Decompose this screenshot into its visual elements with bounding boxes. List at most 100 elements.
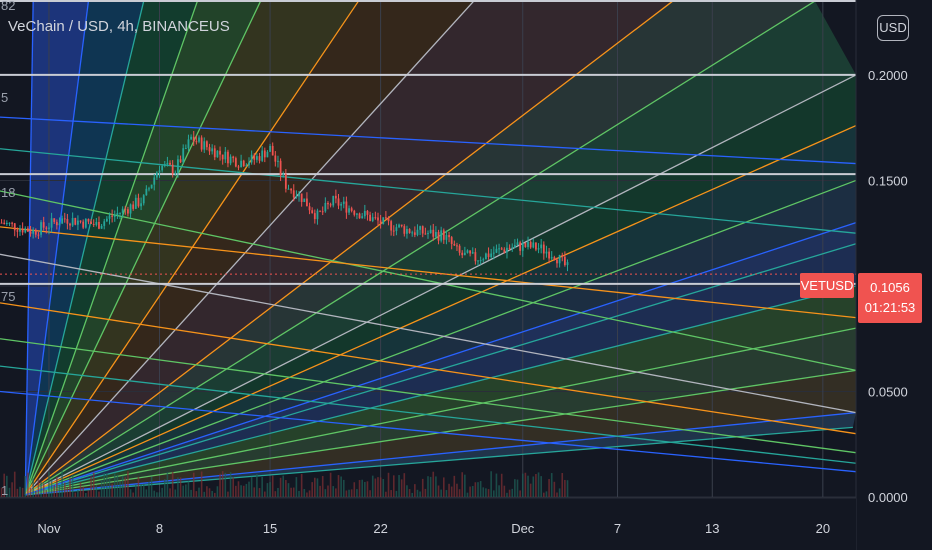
time-tick-label: Nov — [37, 521, 61, 536]
volume-bar — [332, 486, 335, 497]
candle-body — [5, 222, 8, 225]
volume-bar — [264, 491, 266, 497]
volume-bar — [256, 473, 258, 497]
volume-bar — [395, 490, 398, 497]
time-tick-label: 7 — [614, 521, 621, 536]
candle-body — [258, 156, 261, 161]
candle-body — [469, 250, 472, 254]
candle-body — [303, 198, 306, 202]
candle-body — [353, 210, 356, 215]
volume-bar — [261, 476, 263, 497]
volume-bar — [108, 478, 111, 497]
volume-bar — [516, 479, 519, 497]
candle-body — [453, 243, 456, 246]
volume-bar — [79, 482, 82, 497]
candle-body — [471, 252, 474, 254]
currency-button[interactable]: USD — [877, 15, 909, 41]
fan-ray — [0, 338, 857, 454]
candle-body — [292, 190, 295, 198]
candle-body — [187, 139, 190, 149]
volume-bar — [185, 484, 187, 497]
volume-bar — [198, 487, 200, 497]
volume-bar — [119, 480, 121, 497]
candle-body — [205, 141, 208, 148]
candle-body — [82, 221, 85, 228]
candle-body — [482, 259, 485, 261]
candle-body — [74, 217, 77, 225]
volume-bar — [553, 481, 556, 497]
candle-body — [266, 151, 269, 158]
volume-bar — [419, 491, 421, 497]
fan-ray — [25, 222, 857, 496]
candle-body — [477, 260, 479, 262]
volume-bar — [543, 492, 545, 497]
volume-bar — [329, 472, 332, 497]
volume-bar — [466, 492, 469, 497]
volume-bar — [113, 472, 116, 497]
volume-bar — [503, 485, 506, 497]
volume-bar — [285, 480, 287, 497]
volume-bar — [19, 486, 21, 497]
candle-body — [361, 216, 364, 219]
volume-bar — [71, 474, 74, 497]
price-tick-label: 0.2000 — [868, 68, 908, 83]
volume-bar — [29, 487, 32, 497]
volume-bar — [82, 486, 84, 497]
candle-body — [542, 244, 545, 254]
volume-bar — [258, 488, 261, 497]
volume-bar — [21, 487, 24, 497]
candle-body — [458, 245, 461, 253]
volume-bar — [3, 473, 6, 497]
candle-body — [42, 222, 45, 228]
volume-bar — [392, 475, 395, 497]
candle-body — [311, 210, 314, 214]
volume-bar — [319, 485, 321, 497]
volume-bar — [32, 478, 34, 497]
volume-bar — [508, 489, 511, 497]
candle-body — [98, 222, 100, 229]
volume-bar — [106, 473, 108, 497]
candle-body — [211, 148, 214, 152]
volume-bar — [92, 472, 95, 497]
volume-bar — [269, 482, 271, 497]
volume-bar — [213, 492, 216, 497]
candle-body — [16, 230, 19, 232]
candle-body — [535, 242, 537, 250]
fan-ray — [0, 148, 857, 234]
candle-body — [40, 222, 42, 235]
candle-body — [45, 227, 48, 229]
volume-bar — [342, 479, 345, 497]
volume-bar — [498, 485, 500, 497]
volume-bar — [408, 489, 411, 497]
candle-body — [184, 148, 187, 150]
volume-bar — [0, 487, 3, 497]
volume-bar — [169, 488, 171, 497]
candle-body — [442, 230, 445, 240]
volume-bar — [240, 485, 242, 497]
price-tick-label: 0.0500 — [868, 384, 908, 399]
volume-bar — [63, 482, 66, 497]
time-tick-label: 22 — [373, 521, 387, 536]
volume-bar — [235, 485, 237, 497]
candle-body — [466, 250, 469, 253]
candle-body — [400, 224, 403, 227]
candle-body — [179, 159, 182, 163]
volume-bar — [335, 488, 337, 497]
fan-zone — [25, 1, 857, 495]
candle-body — [274, 155, 277, 162]
candle-body — [445, 235, 448, 240]
volume-bar — [16, 488, 19, 497]
fan-ray — [25, 327, 857, 496]
candle-body — [424, 233, 427, 235]
fan-level-label: 75 — [1, 289, 16, 304]
fan-ray — [24, 1, 34, 495]
candle-body — [479, 260, 482, 262]
volume-bar — [321, 476, 324, 497]
candle-body — [440, 230, 443, 241]
fan-ray — [25, 426, 853, 496]
volume-bar — [227, 491, 229, 497]
fan-ray — [25, 285, 857, 496]
candle-body — [66, 218, 69, 224]
candle-body — [92, 223, 95, 225]
